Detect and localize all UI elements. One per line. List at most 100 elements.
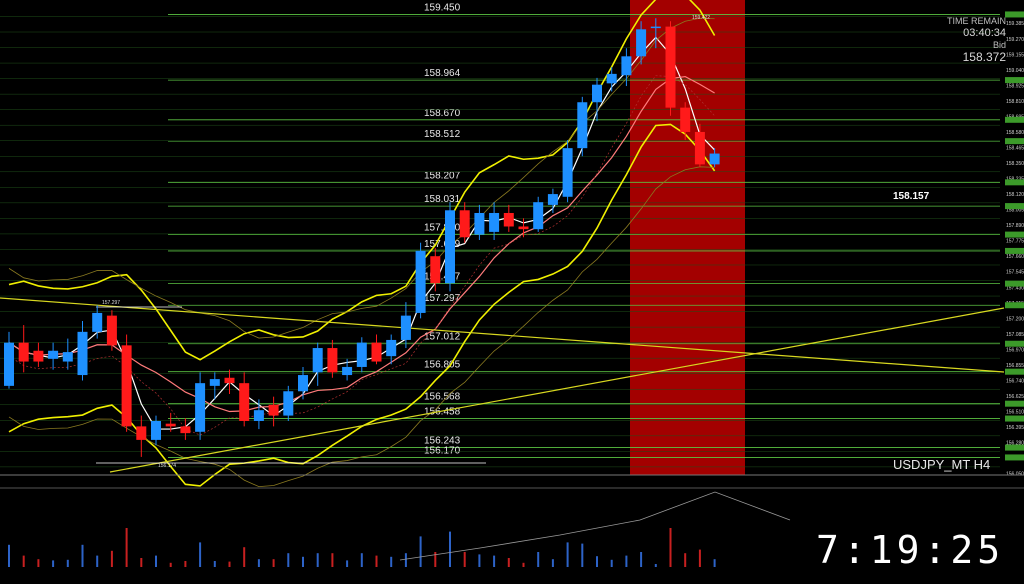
histogram-bar — [434, 552, 437, 567]
axis-level-tag — [1005, 247, 1024, 254]
histogram-bar — [346, 560, 349, 567]
candle-body — [18, 342, 29, 362]
axis-tick-label: 158.580 — [1006, 130, 1024, 136]
histogram-bar — [228, 561, 231, 567]
histogram-bar — [537, 552, 540, 567]
level-label: 156.805 — [424, 360, 461, 371]
histogram-bar — [331, 553, 334, 567]
axis-tick-label: 157.775 — [1006, 239, 1024, 245]
axis-level-tag — [1005, 444, 1024, 451]
axis-tick-label: 157.200 — [1006, 316, 1024, 322]
candle-body — [650, 26, 661, 29]
histogram-bar — [272, 559, 275, 567]
axis-level-tag — [1005, 138, 1024, 145]
histogram-bar — [140, 558, 143, 567]
histogram-bar — [404, 553, 407, 567]
histogram-bar — [551, 559, 554, 567]
candle-body — [562, 148, 573, 197]
histogram-bar — [566, 542, 569, 567]
histogram-bar — [316, 553, 319, 567]
swing-price-marker: 157.297 — [102, 300, 120, 306]
level-label: 158.964 — [424, 68, 461, 79]
axis-level-tag — [1005, 368, 1024, 375]
candle-body — [327, 348, 338, 373]
trendline-down — [0, 297, 1005, 373]
candle-body — [106, 315, 117, 346]
bid-label: Bid — [992, 40, 1006, 50]
candle-body — [33, 350, 44, 362]
low-price-marker: 156.174 — [158, 463, 176, 469]
candle-body — [415, 250, 426, 313]
histogram-bar — [125, 528, 128, 567]
histogram-bar — [522, 562, 525, 567]
axis-tick-label: 159.155 — [1006, 52, 1024, 58]
axis-tick-label: 158.925 — [1006, 83, 1024, 89]
candle-body — [474, 212, 485, 235]
histogram-bar — [81, 544, 84, 567]
axis-tick-label: 158.810 — [1006, 99, 1024, 105]
level-label: 156.170 — [424, 445, 461, 456]
candle-body — [298, 375, 308, 392]
trendline-up — [109, 307, 1005, 473]
histogram-bar — [654, 564, 657, 567]
candle-body — [195, 383, 206, 432]
axis-tick-label: 159.040 — [1006, 68, 1024, 74]
histogram-bar — [155, 555, 157, 567]
histogram-bar — [110, 550, 113, 567]
candle-body — [136, 426, 147, 440]
histogram-bar — [698, 549, 701, 567]
level-label: 158.207 — [424, 170, 461, 181]
histogram-bar — [640, 552, 643, 567]
histogram-bar — [257, 559, 260, 567]
histogram-bar — [213, 561, 216, 567]
candlesticks — [4, 18, 720, 457]
time-remain-panel: TIME REMAIN 03:40:34 Bid 158.372 — [947, 15, 1006, 63]
candle-body — [165, 423, 176, 427]
axis-tick-label: 158.005 — [1006, 208, 1024, 214]
level-label: 157.699 — [424, 239, 461, 250]
histogram-bar — [302, 556, 304, 567]
axis-tick-label: 157.545 — [1006, 270, 1024, 276]
axis-level-tag — [1005, 11, 1024, 18]
axis-level-tag — [1005, 415, 1024, 422]
histogram-bar — [66, 559, 69, 567]
candle-body — [121, 345, 132, 427]
histogram-bar — [625, 555, 628, 567]
candle-body — [77, 331, 88, 376]
candle-body — [621, 56, 632, 76]
candle-body — [445, 210, 455, 284]
level-label: 158.670 — [424, 108, 461, 119]
candle-body — [680, 107, 691, 132]
axis-level-tag — [1005, 400, 1024, 407]
candle-body — [606, 73, 617, 84]
histogram-bar — [287, 553, 290, 567]
histogram-bar — [375, 555, 378, 567]
axis-tick-label: 159.385 — [1006, 21, 1024, 27]
level-label: 158.512 — [424, 129, 461, 140]
candle-body — [636, 29, 647, 57]
histogram-bar — [360, 553, 363, 567]
histogram-bar — [669, 528, 672, 567]
histogram-bar — [684, 553, 687, 567]
axis-tick-label: 157.660 — [1006, 254, 1024, 260]
candle-body — [4, 342, 14, 386]
axis-tick-label: 156.510 — [1006, 410, 1024, 416]
level-label: 156.243 — [424, 436, 461, 447]
candle-body — [48, 350, 59, 359]
bid-price: 158.372 — [962, 50, 1006, 64]
axis-level-tag — [1005, 280, 1024, 287]
axis-tick-label: 156.740 — [1006, 378, 1024, 384]
axis-tick-label: 157.430 — [1006, 285, 1024, 291]
level-label: 158.031 — [424, 194, 461, 205]
axis-level-tag — [1005, 116, 1024, 123]
candle-body — [312, 348, 323, 373]
candle-body — [503, 212, 514, 227]
histogram-bar — [199, 542, 202, 567]
level-label: 157.297 — [424, 293, 461, 304]
axis-tick-label: 156.280 — [1006, 441, 1024, 447]
axis-tick-label: 156.970 — [1006, 347, 1024, 353]
candle-body — [268, 404, 279, 416]
candle-body — [224, 377, 235, 384]
